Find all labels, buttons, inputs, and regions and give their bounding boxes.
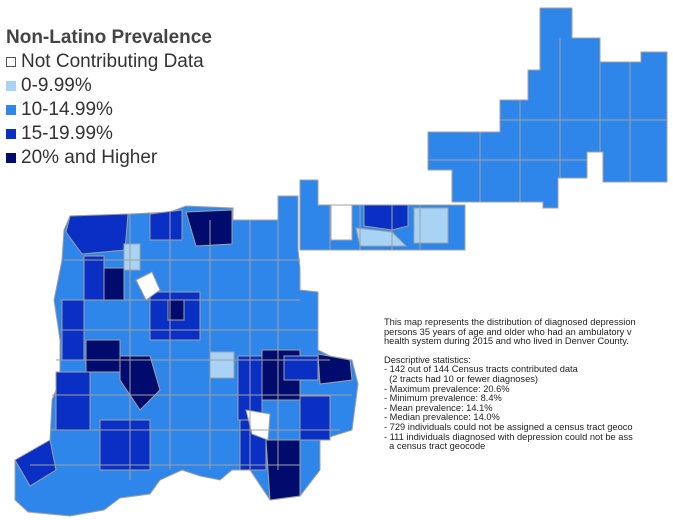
tract-light-1 [123,243,141,271]
tract-nw-dark [65,213,129,255]
legend-item-15-19: 15-19.99% [6,122,212,146]
legend-item-not-contributing: Not Contributing Data [6,50,212,74]
tract-sw3-dark [55,371,91,431]
legend-swatch-15-19 [6,129,16,139]
legend-label: 0-9.99% [21,75,92,96]
census-tracts [14,7,668,517]
legend-label: Not Contributing Data [21,51,204,72]
description-intro-line: health system during 2015 and who lived … [384,336,629,347]
stat-line: - 111 individuals diagnosed with depress… [384,431,633,442]
tract-w-edge-dark [14,439,57,487]
legend-label: 10-14.99% [21,99,113,120]
stat-line: a census tract geocode [384,441,486,452]
legend-swatch-0-9 [6,81,16,91]
stat-line: - Median prevalence: 14.0% [384,412,500,423]
stat-line: - 729 individuals could not be assigned … [384,421,633,432]
legend-label: 20% and Higher [21,147,158,168]
tract-boundaries [30,38,667,480]
tract-e-dark [317,353,353,385]
tract-se3-dark [299,395,331,441]
description-intro-line: persons 35 years of age and older who ha… [384,326,632,337]
legend-swatch-10-14 [6,105,16,115]
tract-northeast-dark [363,204,409,231]
tract-sw2-dark [85,339,121,373]
legend-item-20-plus: 20% and Higher [6,146,212,170]
legend-item-10-14: 10-14.99% [6,98,212,122]
tract-n2-dark [149,209,183,241]
tract-se2-dark [283,355,319,381]
tract-northeast-light2 [355,227,408,247]
tract-northeast-white [330,204,353,241]
tract-no-data-1 [135,271,161,301]
legend: Non-Latino Prevalence Not Contributing D… [6,26,212,170]
tract-airport [427,7,668,209]
tract-n-dark [185,209,233,247]
tract-s-dark [99,419,151,471]
legend-title: Non-Latino Prevalence [6,27,212,48]
stat-line: (2 tracts had 10 or fewer diagnoses) [384,373,538,384]
description-intro-line: This map represents the distribution of … [384,318,636,327]
stats-heading: Descriptive statistics: [384,354,471,365]
legend-swatch-not-contributing [6,57,16,67]
tract-se4-dark [265,439,301,501]
legend-item-0-9: 0-9.99% [6,74,212,98]
stat-line: - Maximum prevalence: 20.6% [384,383,510,394]
tract-w-dark [83,255,105,301]
tract-light-2 [209,351,235,379]
stat-line: - Mean prevalence: 14.1% [384,402,493,413]
legend-label: 15-19.99% [21,123,113,144]
stat-line: - 142 out of 144 Census tracts contribut… [384,364,578,375]
legend-swatch-20-plus [6,153,16,163]
tract-northeast-light [413,207,449,244]
map-description: This map represents the distribution of … [384,318,673,452]
stat-line: - Minimum prevalence: 8.4% [384,393,502,404]
tract-w2-dark [103,267,125,301]
